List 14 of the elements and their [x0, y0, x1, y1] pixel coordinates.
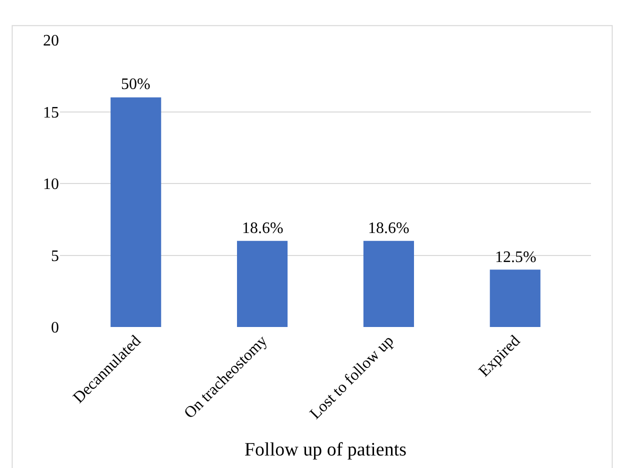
annotation: 12.5% [495, 249, 536, 266]
annotation: 18.6% [242, 220, 284, 237]
y-tick-label: 0 [51, 320, 59, 337]
bar [490, 270, 540, 327]
annotation: 18.6% [368, 220, 410, 237]
x-axis-title: Follow up of patients [244, 440, 407, 461]
bar [237, 240, 288, 327]
y-tick-label: 20 [43, 32, 59, 50]
annotation: 50% [121, 76, 150, 93]
y-tick-label: 5 [51, 248, 59, 265]
y-tick-label: 15 [43, 104, 59, 122]
bar [110, 97, 162, 327]
bar [363, 240, 414, 327]
y-tick-label: 10 [43, 176, 59, 194]
